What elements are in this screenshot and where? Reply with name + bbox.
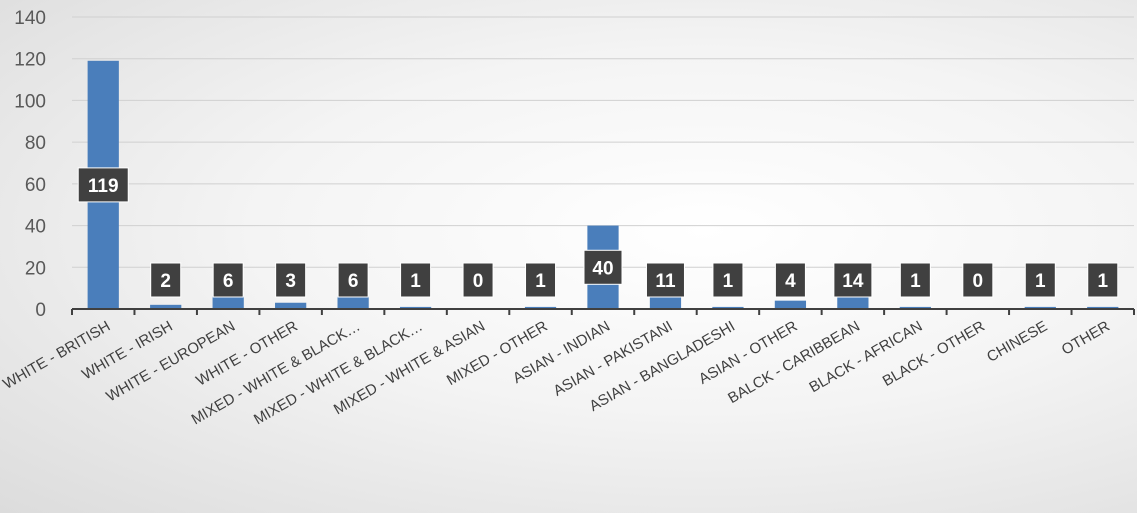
data-label-box (833, 262, 873, 298)
bar (150, 304, 182, 309)
data-label-box (462, 262, 494, 298)
x-tick-label: BLACK - AFRICAN (806, 318, 925, 396)
data-label: 40 (592, 258, 613, 279)
data-label-box (275, 262, 307, 298)
bar (899, 306, 931, 309)
data-label-box (962, 262, 994, 298)
y-tick-label: 60 (25, 175, 46, 196)
data-label: 1 (535, 271, 546, 292)
data-label: 1 (1097, 271, 1108, 292)
data-label-box (645, 262, 685, 298)
data-label-box (899, 262, 931, 298)
data-label-box (150, 262, 182, 298)
y-tick-label: 80 (25, 133, 46, 154)
data-label: 11 (655, 271, 676, 292)
x-tick-label: WHITE - BRITISH (0, 318, 113, 393)
bar (712, 306, 744, 309)
y-tick-label: 0 (35, 300, 46, 321)
bar (774, 300, 807, 309)
data-label-box (337, 262, 369, 298)
data-label-box (1024, 262, 1056, 298)
data-label: 6 (348, 271, 359, 292)
gridlines (72, 16, 1134, 268)
data-label: 2 (160, 271, 171, 292)
x-tick-label: CHINESE (984, 318, 1050, 366)
x-tick-label: OTHER (1059, 318, 1113, 359)
bar (337, 296, 369, 309)
data-label: 14 (842, 271, 864, 292)
data-label: 4 (785, 271, 796, 292)
data-label-box (712, 262, 744, 298)
data-label-box (212, 262, 244, 298)
bar (399, 306, 432, 309)
data-label: 1 (723, 271, 734, 292)
data-label: 0 (473, 271, 484, 292)
bar (1087, 306, 1119, 309)
bar (1024, 306, 1056, 309)
y-tick-label: 100 (14, 91, 46, 112)
y-tick-label: 120 (14, 50, 46, 71)
data-label-box (400, 262, 432, 298)
x-tick-label: BLACK - OTHER (880, 318, 988, 390)
data-label: 1 (910, 271, 921, 292)
data-label: 1 (410, 271, 421, 292)
bar (212, 296, 244, 309)
data-label-box (525, 262, 557, 298)
data-label: 1 (1035, 271, 1046, 292)
data-label-box (77, 167, 129, 203)
y-axis-tick-labels: 0 20 40 60 80 100 120 140 (14, 8, 46, 321)
data-label: 6 (223, 271, 234, 292)
data-label: 0 (973, 271, 984, 292)
data-label: 3 (285, 271, 296, 292)
y-tick-label: 140 (14, 8, 46, 29)
y-tick-label: 40 (25, 217, 46, 238)
bar (524, 306, 557, 309)
data-label-box (1087, 262, 1119, 298)
data-label-box (774, 262, 806, 298)
data-label-box (583, 249, 623, 285)
data-label: 119 (88, 176, 119, 197)
bar (275, 302, 307, 309)
y-tick-label: 20 (25, 258, 46, 279)
